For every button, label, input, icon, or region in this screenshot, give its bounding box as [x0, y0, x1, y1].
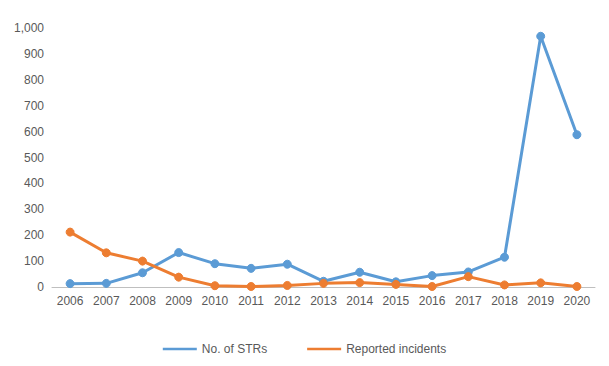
svg-text:2007: 2007: [93, 294, 120, 308]
svg-text:2012: 2012: [274, 294, 301, 308]
svg-text:100: 100: [24, 254, 44, 268]
svg-text:2017: 2017: [455, 294, 482, 308]
svg-text:Reported incidents: Reported incidents: [346, 342, 446, 356]
svg-text:200: 200: [24, 228, 44, 242]
svg-text:800: 800: [24, 73, 44, 87]
svg-text:600: 600: [24, 125, 44, 139]
svg-text:300: 300: [24, 202, 44, 216]
svg-text:2013: 2013: [310, 294, 337, 308]
svg-text:2019: 2019: [527, 294, 554, 308]
svg-text:2008: 2008: [129, 294, 156, 308]
svg-text:No. of STRs: No. of STRs: [202, 342, 267, 356]
svg-text:2009: 2009: [165, 294, 192, 308]
svg-text:500: 500: [24, 151, 44, 165]
svg-text:2014: 2014: [346, 294, 373, 308]
svg-text:0: 0: [37, 280, 44, 294]
svg-text:700: 700: [24, 99, 44, 113]
svg-text:1,000: 1,000: [14, 21, 44, 35]
svg-text:2020: 2020: [564, 294, 591, 308]
svg-text:2011: 2011: [238, 294, 264, 308]
svg-text:2010: 2010: [202, 294, 229, 308]
svg-text:900: 900: [24, 47, 44, 61]
svg-text:2018: 2018: [491, 294, 518, 308]
svg-text:2015: 2015: [383, 294, 410, 308]
svg-text:2006: 2006: [57, 294, 84, 308]
svg-text:2016: 2016: [419, 294, 446, 308]
svg-text:400: 400: [24, 176, 44, 190]
